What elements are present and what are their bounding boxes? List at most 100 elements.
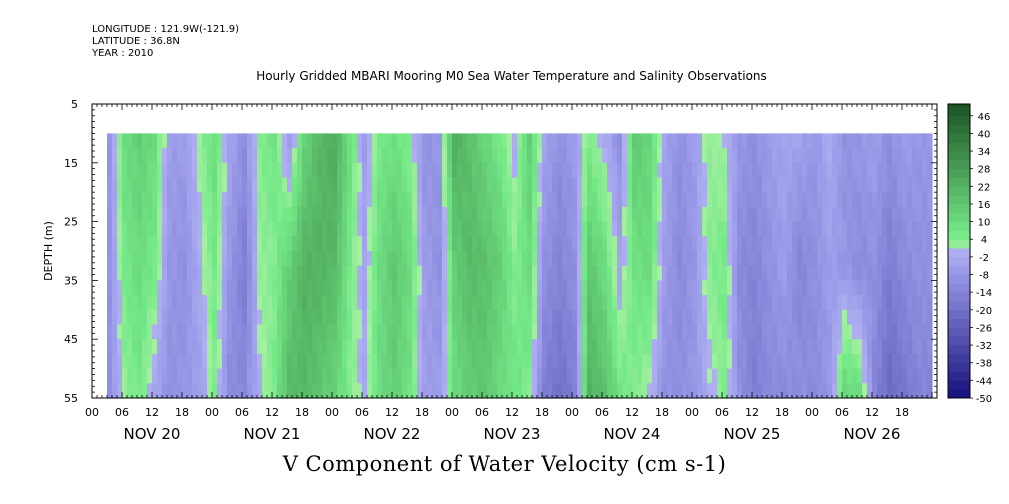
heatmap-cell: [677, 236, 683, 252]
heatmap-cell: [892, 206, 898, 223]
heatmap-cell: [182, 309, 188, 326]
heatmap-cell: [527, 177, 533, 193]
heatmap-cell: [887, 324, 893, 340]
heatmap-cell: [567, 162, 573, 179]
heatmap-cell: [172, 192, 178, 208]
heatmap-cell: [797, 206, 803, 223]
heatmap-cell: [307, 324, 313, 340]
heatmap-cell: [612, 309, 618, 326]
heatmap-cell: [892, 133, 898, 149]
heatmap-cell: [912, 221, 918, 237]
heatmap-cell: [772, 236, 778, 252]
heatmap-cell: [257, 295, 263, 311]
heatmap-cell: [192, 133, 198, 149]
heatmap-cell: [492, 324, 498, 340]
heatmap-cell: [187, 148, 193, 164]
heatmap-cell: [577, 353, 583, 370]
heatmap-cell: [592, 206, 598, 223]
heatmap-cell: [857, 251, 863, 267]
x-day-label: NOV 23: [484, 425, 541, 443]
heatmap-cell: [167, 383, 173, 399]
heatmap-cell: [767, 339, 773, 355]
heatmap-cell: [487, 383, 493, 399]
colorbar-swatch: [948, 159, 970, 170]
heatmap-cell: [242, 192, 248, 208]
heatmap-cell: [752, 162, 758, 179]
heatmap-cell: [907, 368, 913, 384]
heatmap-cell: [462, 133, 468, 149]
heatmap-cell: [222, 133, 228, 149]
heatmap-cell: [167, 192, 173, 208]
heatmap-cell: [647, 206, 653, 223]
heatmap-cell: [857, 309, 863, 326]
heatmap-cell: [472, 236, 478, 252]
heatmap-cell: [622, 251, 628, 267]
heatmap-cell: [777, 206, 783, 223]
heatmap-cell: [567, 221, 573, 237]
heatmap-cell: [907, 295, 913, 311]
heatmap-cell: [867, 309, 873, 326]
heatmap-cell: [547, 148, 553, 164]
heatmap-cell: [647, 265, 653, 281]
heatmap-cell: [562, 353, 568, 370]
heatmap-cell: [577, 324, 583, 340]
heatmap-cell: [227, 295, 233, 311]
heatmap-cell: [357, 339, 363, 355]
heatmap-cell: [847, 383, 853, 399]
heatmap-cell: [642, 236, 648, 252]
heatmap-cell: [647, 177, 653, 193]
heatmap-cell: [627, 236, 633, 252]
heatmap-cell: [922, 177, 928, 193]
heatmap-cell: [427, 324, 433, 340]
heatmap-cell: [302, 177, 308, 193]
heatmap-cell: [177, 133, 183, 149]
heatmap-cell: [317, 133, 323, 149]
heatmap-cell: [322, 324, 328, 340]
heatmap-cell: [392, 251, 398, 267]
heatmap-cell: [877, 221, 883, 237]
heatmap-cell: [397, 383, 403, 399]
heatmap-cell: [112, 280, 118, 296]
heatmap-cell: [202, 206, 208, 223]
heatmap-cell: [457, 280, 463, 296]
heatmap-cell: [752, 236, 758, 252]
heatmap-cell: [482, 177, 488, 193]
heatmap-cell: [122, 265, 128, 281]
heatmap-cell: [727, 353, 733, 370]
heatmap-cell: [317, 162, 323, 179]
heatmap-cell: [807, 177, 813, 193]
heatmap-cell: [782, 236, 788, 252]
heatmap-cell: [882, 353, 888, 370]
heatmap-cell: [177, 295, 183, 311]
heatmap-cell: [702, 383, 708, 399]
heatmap-cell: [587, 192, 593, 208]
heatmap-cell: [447, 280, 453, 296]
heatmap-cell: [602, 265, 608, 281]
heatmap-cell: [777, 295, 783, 311]
heatmap-cell: [177, 148, 183, 164]
heatmap-cell: [922, 162, 928, 179]
heatmap-cell: [667, 353, 673, 370]
heatmap-cell: [637, 383, 643, 399]
heatmap-cell: [512, 324, 518, 340]
heatmap-cell: [362, 339, 368, 355]
heatmap-cell: [667, 236, 673, 252]
heatmap-cell: [617, 133, 623, 149]
heatmap-cell: [642, 162, 648, 179]
heatmap-cell: [807, 383, 813, 399]
heatmap-cell: [587, 265, 593, 281]
heatmap-cell: [642, 265, 648, 281]
heatmap-cell: [477, 236, 483, 252]
heatmap-cell: [742, 192, 748, 208]
heatmap-cell: [302, 265, 308, 281]
heatmap-cell: [207, 148, 213, 164]
heatmap-cell: [677, 265, 683, 281]
heatmap-cell: [482, 265, 488, 281]
heatmap-cell: [452, 309, 458, 326]
heatmap-cell: [567, 236, 573, 252]
heatmap-cell: [302, 148, 308, 164]
heatmap-cell: [737, 339, 743, 355]
heatmap-cell: [352, 383, 358, 399]
heatmap-cell: [537, 177, 543, 193]
heatmap-cell: [262, 206, 268, 223]
